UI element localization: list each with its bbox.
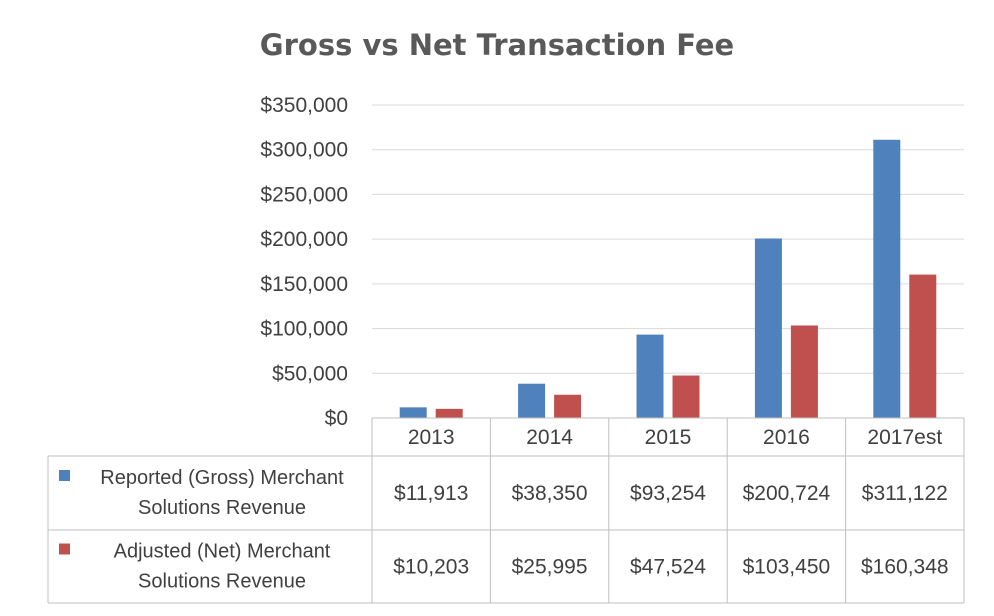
- bar-gross: [399, 407, 427, 418]
- bar-gross: [873, 139, 901, 418]
- y-tick-label: $200,000: [260, 228, 348, 251]
- category-label: 2016: [763, 426, 810, 449]
- bars: [399, 139, 937, 418]
- y-tick-label: $50,000: [272, 362, 348, 385]
- chart-title: Gross vs Net Transaction Fee: [259, 28, 735, 62]
- category-label: 2013: [408, 426, 455, 449]
- data-label: $160,348: [861, 556, 949, 579]
- data-label: $103,450: [743, 556, 831, 579]
- bar-net: [790, 325, 818, 418]
- y-tick-label: $350,000: [260, 94, 348, 117]
- y-tick-label: $100,000: [260, 318, 348, 341]
- y-tick-label: $150,000: [260, 273, 348, 296]
- y-tick-label: $250,000: [260, 183, 348, 206]
- y-tick-label: $0: [325, 407, 348, 430]
- series-name: Adjusted (Net) Merchant: [114, 541, 331, 563]
- bar-net: [554, 394, 582, 418]
- category-label: 2017est: [867, 426, 942, 449]
- bar-net: [909, 274, 937, 418]
- data-table: 2013 2014 2015 2016 2017est Reported (Gross) …: [47, 417, 965, 604]
- bar-gross: [636, 334, 664, 418]
- gridlines: [372, 104, 964, 374]
- series-name: Solutions Revenue: [138, 571, 306, 593]
- data-label: $93,254: [630, 482, 706, 505]
- data-label: $25,995: [512, 556, 588, 579]
- bar-gross: [754, 238, 782, 418]
- legend-swatch: [59, 543, 70, 555]
- series-name: Reported (Gross) Merchant: [100, 467, 344, 489]
- data-label: $200,724: [743, 482, 831, 505]
- y-axis-ticks: $0 $50,000 $100,000 $150,000 $200,000 $250,00…: [260, 94, 348, 430]
- data-label: $311,122: [862, 482, 948, 505]
- data-label: $38,350: [512, 482, 588, 505]
- data-label: $10,203: [393, 556, 469, 579]
- y-tick-label: $300,000: [260, 139, 348, 162]
- bar-net: [672, 375, 700, 418]
- category-label: 2014: [526, 426, 573, 449]
- data-label: $47,524: [630, 556, 706, 579]
- data-label: $11,913: [394, 482, 468, 505]
- bar-gross: [518, 383, 546, 418]
- series-name: Solutions Revenue: [138, 497, 306, 519]
- category-label: 2015: [645, 426, 692, 449]
- legend-swatch: [59, 470, 70, 481]
- bar-net: [435, 408, 463, 418]
